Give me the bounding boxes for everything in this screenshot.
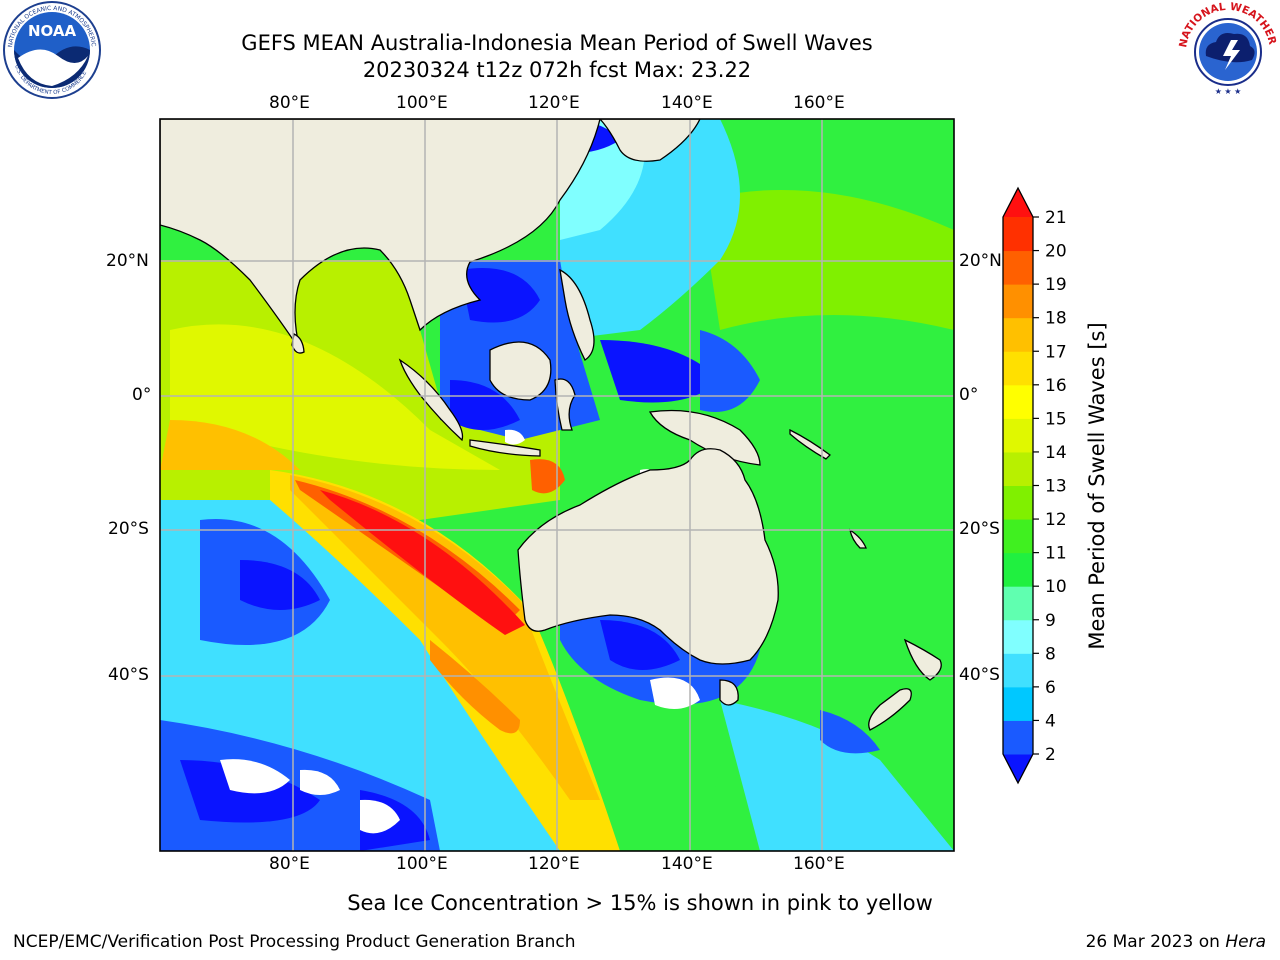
colorbar-tick-label: 18 [1045,309,1067,329]
colorbar-segment [1003,552,1033,587]
lat-tick-right-40s: 40°S [959,665,1000,685]
colorbar-tick-label: 9 [1045,611,1056,631]
colorbar-segment [1003,619,1033,654]
noaa-wordmark: NOAA [28,22,77,40]
colorbar-label: Mean Period of Swell Waves [s] [1085,322,1109,650]
colorbar-segment [1003,720,1033,755]
colorbar-over-extension [1003,188,1033,217]
lat-tick-left-20n: 20°N [106,251,149,271]
graticule [160,119,954,851]
colorbar-tick-label: 2 [1045,745,1056,765]
footer-date-text: 26 Mar 2023 on [1085,932,1226,952]
lon-tick-bottom-80e: 80°E [269,854,310,874]
nws-logo: NATIONAL WEATHER SERVICE ★ ★ ★ [1176,0,1279,98]
colorbar-segment [1003,686,1033,721]
colorbar-tick-label: 6 [1045,678,1056,698]
colorbar-tick-label: 13 [1045,477,1067,497]
lon-tick-bottom-140e: 140°E [661,854,713,874]
lat-tick-right-20s: 20°S [959,519,1000,539]
lat-tick-right-0: 0° [959,385,979,405]
colorbar-ticks: 2 4 6 8 9 10 11 12 13 14 15 16 17 18 19 20 21 [1033,208,1067,765]
noaa-logo: NOAA NATIONAL OCEANIC AND ATMOSPHERIC AD… [0,0,101,99]
colorbar-segment [1003,519,1033,554]
wave-field [160,119,954,851]
lon-tick-top-160e: 160°E [793,93,845,113]
colorbar-segment [1003,418,1033,453]
chart-subtitle: 20230324 t12z 072h fcst Max: 23.22 [362,58,752,82]
lon-tick-top-100e: 100°E [396,93,448,113]
map-frame [159,118,955,852]
land-masses [160,119,942,731]
colorbar-tick-label: 12 [1045,510,1067,530]
nws-stars: ★ ★ ★ [1215,87,1242,96]
colorbar-tick-label: 14 [1045,443,1067,463]
chart-title: GEFS MEAN Australia-Indonesia Mean Perio… [241,31,873,55]
colorbar: 2 4 6 8 9 10 11 12 13 14 15 16 17 18 19 20 21 [1002,186,1067,785]
colorbar-segment [1003,586,1033,621]
lon-tick-top-80e: 80°E [269,93,310,113]
colorbar-segment [1003,250,1033,285]
colorbar-segment [1003,351,1033,386]
colorbar-segment [1003,284,1033,319]
footer-branch: NCEP/EMC/Verification Post Processing Pr… [13,932,576,952]
colorbar-tick-label: 21 [1045,208,1067,228]
lon-tick-top-120e: 120°E [528,93,580,113]
lat-tick-left-0: 0° [132,385,152,405]
lon-tick-top-140e: 140°E [661,93,713,113]
colorbar-segment [1003,485,1033,520]
colorbar-tick-label: 19 [1045,275,1067,295]
colorbar-tick-label: 11 [1045,544,1067,564]
colorbar-tick-label: 16 [1045,376,1067,396]
lat-tick-left-40s: 40°S [108,665,149,685]
colorbar-segment [1003,653,1033,688]
colorbar-tick-label: 15 [1045,409,1067,429]
colorbar-tick-label: 4 [1045,711,1056,731]
footer-date: 26 Mar 2023 on Hera [1086,932,1266,952]
lat-tick-left-20s: 20°S [108,519,149,539]
lat-tick-right-20n: 20°N [959,251,1002,271]
lon-tick-bottom-120e: 120°E [528,854,580,874]
colorbar-tick-label: 17 [1045,342,1067,362]
footer-host: Hera [1225,932,1266,952]
colorbar-under-extension [1003,754,1033,783]
colorbar-tick-label: 20 [1045,242,1067,262]
sea-ice-note: Sea Ice Concentration > 15% is shown in … [347,891,933,915]
colorbar-segment [1003,384,1033,419]
colorbar-tick-label: 8 [1045,644,1056,664]
colorbar-segments [1002,186,1034,785]
colorbar-segment [1003,217,1033,252]
colorbar-segment [1003,451,1033,486]
lon-tick-bottom-100e: 100°E [396,854,448,874]
lon-tick-bottom-160e: 160°E [793,854,845,874]
colorbar-tick-label: 10 [1045,577,1067,597]
colorbar-segment [1003,317,1033,352]
